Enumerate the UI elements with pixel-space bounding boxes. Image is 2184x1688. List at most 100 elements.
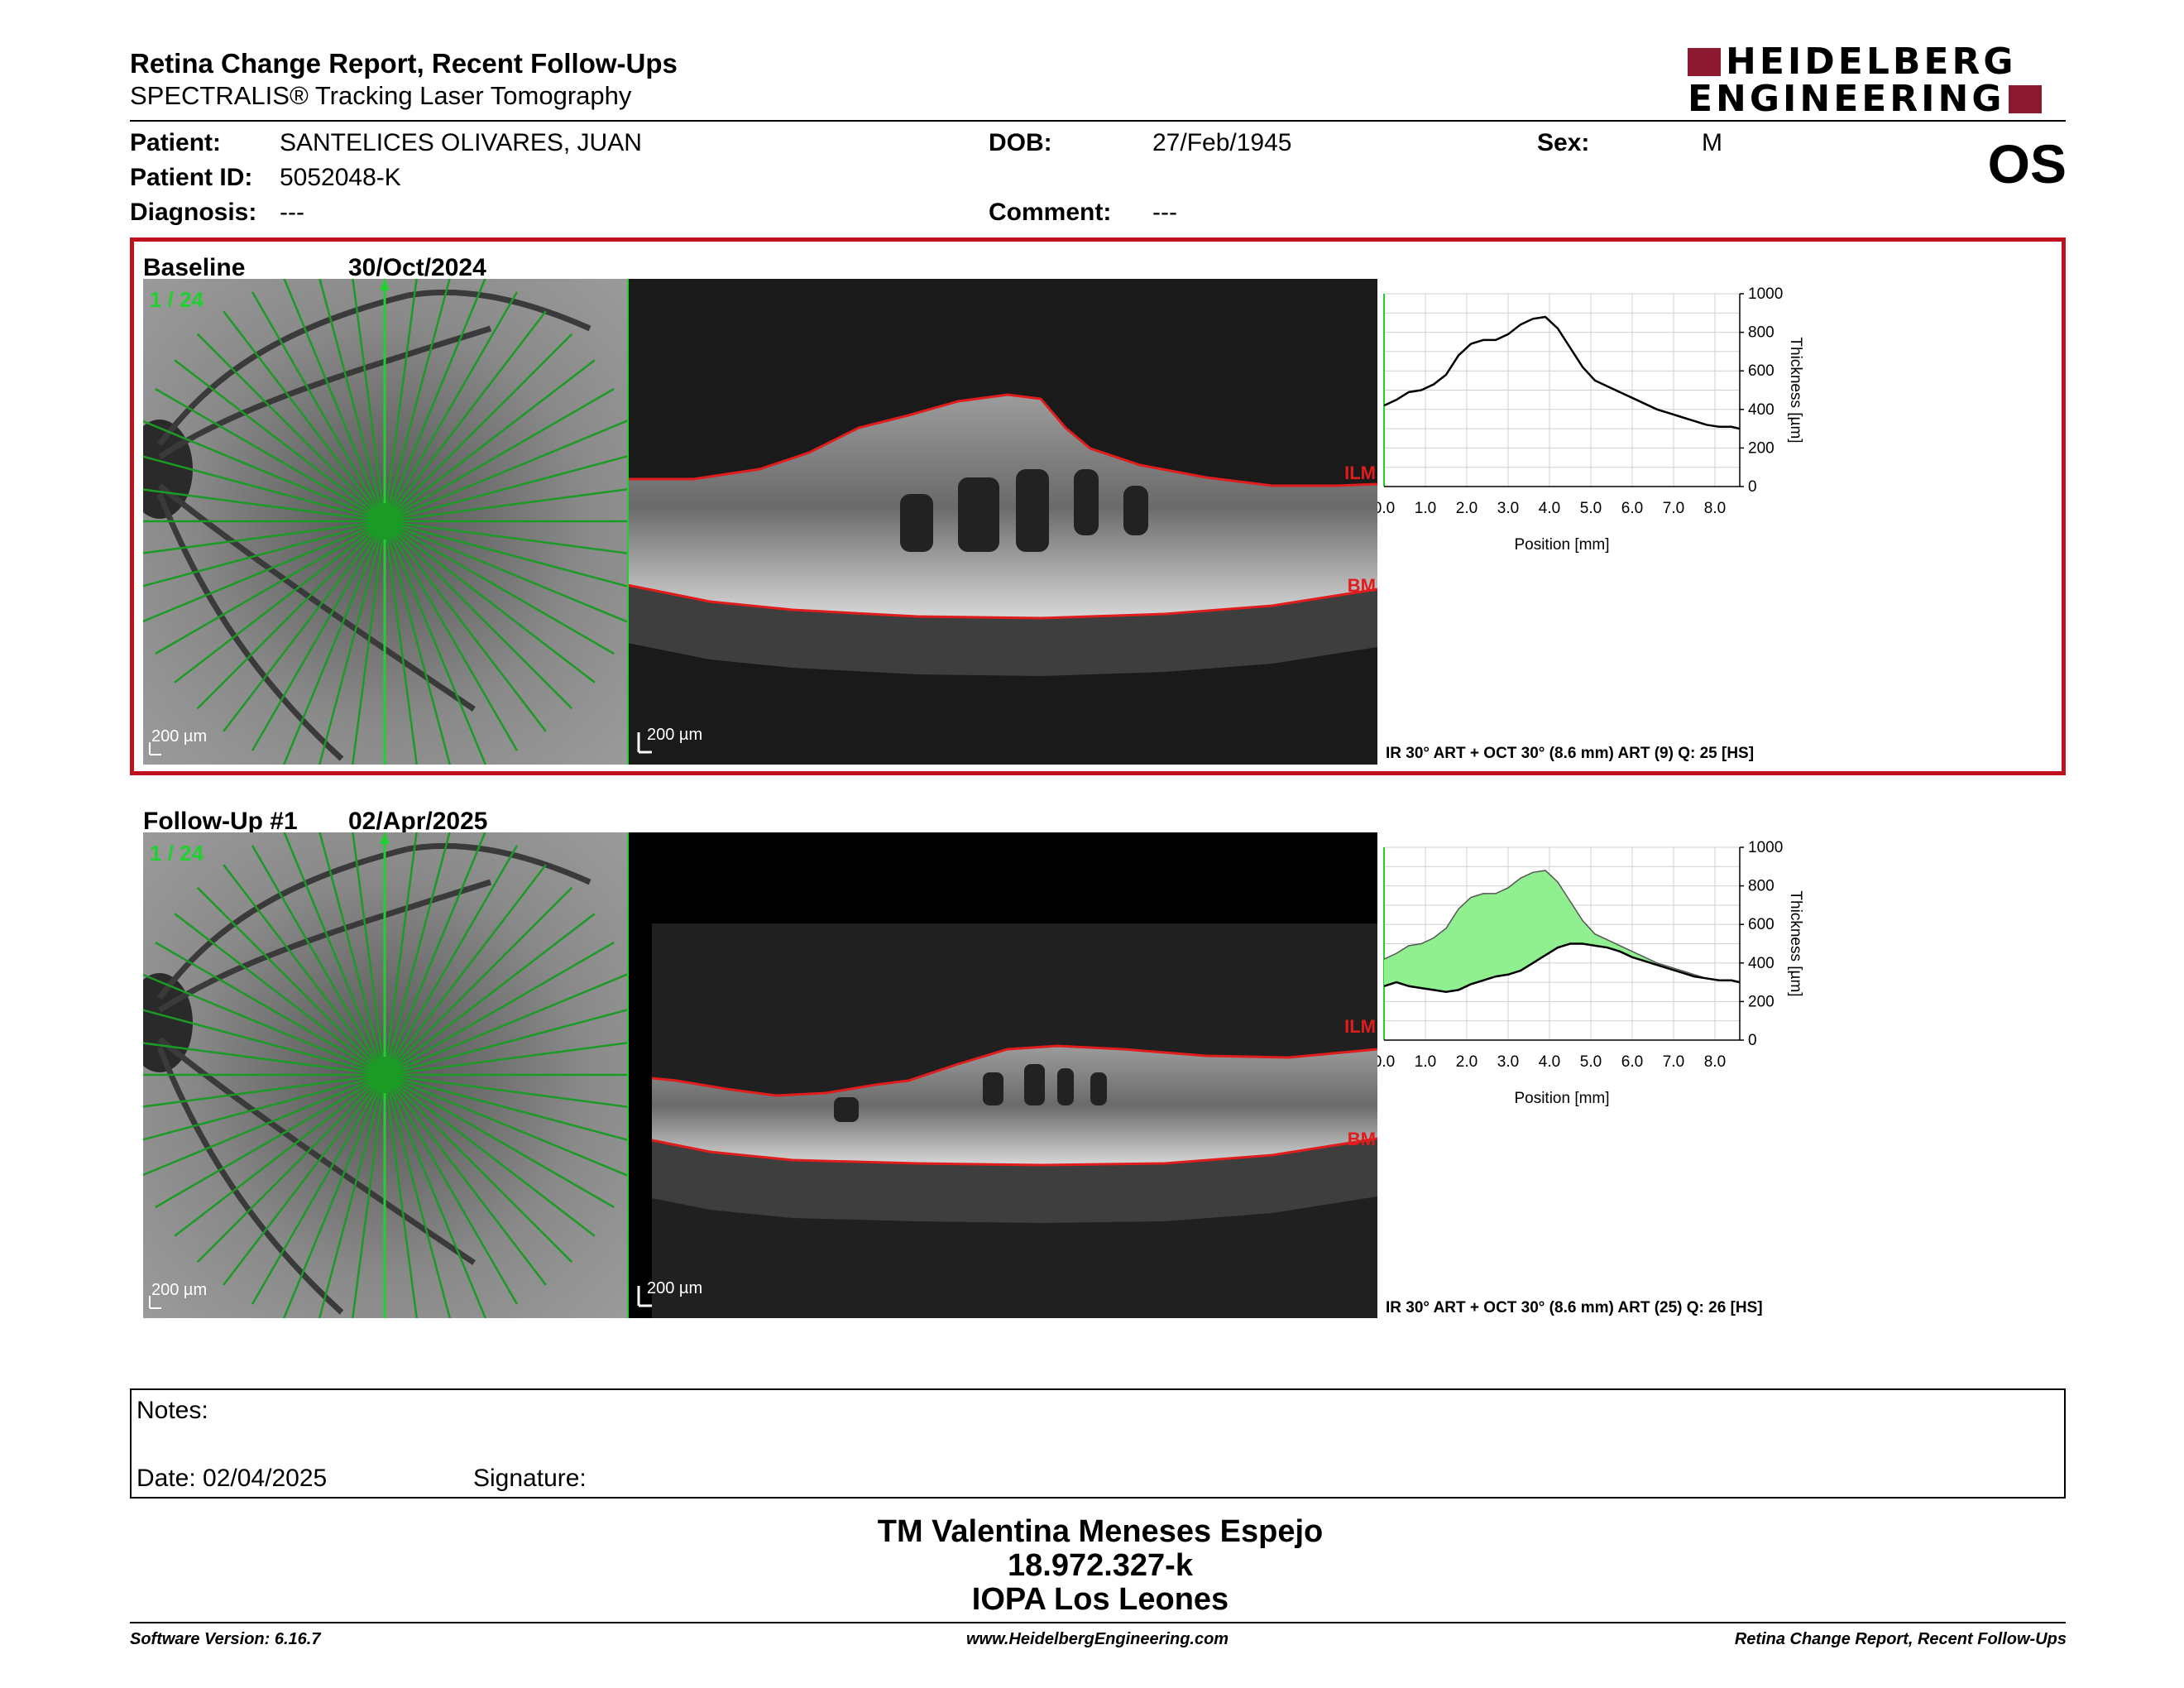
- eye-indicator: OS: [1987, 133, 2067, 194]
- signer-institution: IOPA Los Leones: [971, 1582, 1229, 1617]
- fluid-cyst: [900, 494, 933, 552]
- x-tick-label: 3.0: [1497, 500, 1519, 517]
- baseline-label: Baseline: [143, 254, 246, 281]
- choroid: [627, 585, 1377, 676]
- notes-date: Date: 02/04/2025: [136, 1465, 328, 1492]
- x-axis-label: Position [mm]: [1514, 1090, 1609, 1107]
- retinal-vessel: [156, 492, 344, 761]
- x-tick-label: 8.0: [1704, 1053, 1726, 1071]
- notes-label: Notes:: [136, 1397, 208, 1424]
- sex-label: Sex:: [1537, 129, 1590, 156]
- comment-label: Comment:: [989, 199, 1112, 226]
- y-tick-label: 0: [1748, 478, 1757, 496]
- baseline-thickness-plot: 0.0 1.0 2.0 3.0 4.0 5.0 6.0 7.0 8.0 0 200 400 600 800…: [1377, 285, 1804, 554]
- x-tick-label: 2.0: [1456, 500, 1478, 517]
- y-tick-label: 200: [1748, 439, 1774, 457]
- report-title: Retina Change Report, Recent Follow-Ups: [130, 48, 678, 79]
- y-axis-label: Thickness [µm]: [1787, 337, 1804, 443]
- x-tick-label: 0.0: [1377, 1053, 1395, 1071]
- baseline-oct-scale: 200 µm: [647, 726, 703, 744]
- baseline-frame: [130, 237, 2066, 775]
- x-axis-label: Position [mm]: [1514, 536, 1609, 554]
- footer-website: www.HeidelbergEngineering.com: [966, 1630, 1229, 1648]
- y-tick-label: 600: [1748, 362, 1774, 380]
- header-rule: [130, 120, 2066, 122]
- footer-report-name: Retina Change Report, Recent Follow-Ups: [1734, 1630, 2067, 1648]
- comment-value: ---: [1152, 199, 1177, 226]
- baseline-ilm-label: ILM: [1344, 463, 1376, 483]
- scan-direction-arrow-icon: [380, 279, 390, 290]
- baseline-oct-bscan: ILM BM 200 µm: [627, 279, 1377, 765]
- scan-direction-arrow-icon: [380, 832, 390, 844]
- fluid-cyst: [1090, 1072, 1107, 1105]
- y-axis-label: Thickness [µm]: [1787, 890, 1804, 996]
- patient-label: Patient:: [130, 129, 222, 156]
- retinal-vessel: [157, 483, 476, 712]
- choroid: [652, 1139, 1377, 1223]
- diagnosis-label: Diagnosis:: [130, 199, 257, 226]
- retinal-vessel: [407, 842, 592, 885]
- fluid-cyst: [1057, 1068, 1074, 1105]
- x-tick-label: 1.0: [1415, 500, 1436, 517]
- baseline-thickness-line: [1383, 870, 1741, 983]
- retinal-vessel: [156, 1046, 344, 1315]
- thickness-change-area: [1384, 870, 1740, 992]
- y-tick-label: 400: [1748, 401, 1774, 419]
- y-tick-label: 0: [1748, 1032, 1757, 1049]
- followup-fundus-scale: 200 µm: [151, 1281, 208, 1299]
- heidelberg-logo: HEIDELBERG: [1688, 41, 2017, 83]
- scale-bar-icon: [149, 1296, 161, 1309]
- followup-thickness-line: [1383, 942, 1741, 994]
- followup-bm-label: BM: [1347, 1129, 1376, 1149]
- baseline-bm-label: BM: [1347, 575, 1376, 596]
- y-tick-label: 1000: [1748, 285, 1783, 303]
- x-tick-label: 4.0: [1539, 1053, 1560, 1071]
- y-tick-label: 800: [1748, 878, 1774, 895]
- patient-value: SANTELICES OLIVARES, JUAN: [280, 129, 642, 156]
- sex-value: M: [1702, 129, 1722, 156]
- baseline-date: 30/Oct/2024: [348, 254, 486, 281]
- x-tick-label: 5.0: [1580, 1053, 1602, 1071]
- scan-center: [366, 503, 403, 539]
- followup-oct-scale: 200 µm: [647, 1279, 703, 1297]
- baseline-scan-info: IR 30° ART + OCT 30° (8.6 mm) ART (9) Q:…: [1386, 745, 1755, 762]
- baseline-fundus-graphic: [143, 279, 627, 765]
- fluid-cyst: [834, 1097, 859, 1122]
- x-tick-label: 6.0: [1621, 1053, 1643, 1071]
- y-tick-label: 800: [1748, 324, 1774, 342]
- footer-software-version: Software Version: 6.16.7: [130, 1630, 321, 1648]
- followup-fundus-graphic: [143, 832, 627, 1318]
- baseline-thickness-chart: 0.0 1.0 2.0 3.0 4.0 5.0 6.0 7.0 8.0 0 200 400 600 800…: [1377, 281, 1841, 563]
- baseline-oct-graphic: [627, 279, 1377, 765]
- retinal-vessel: [157, 292, 409, 447]
- retina-tissue: [627, 395, 1377, 618]
- y-tick-label: 200: [1748, 993, 1774, 1010]
- x-tick-label: 7.0: [1663, 500, 1684, 517]
- notes-signature-label: Signature:: [473, 1465, 587, 1492]
- followup-date: 02/Apr/2025: [348, 808, 488, 835]
- retinal-vessel: [157, 1037, 476, 1265]
- ilm-segmentation-line: [651, 1044, 1377, 1097]
- logo-line-2: ENGINEERING: [1688, 78, 2005, 120]
- baseline-fundus-scale: 200 µm: [151, 727, 208, 746]
- baseline-scan-index: 1 / 24: [150, 287, 204, 312]
- followup-fundus-image: 1 / 24 200 µm: [143, 832, 627, 1318]
- baseline-fundus-image: 1 / 24 200 µm: [143, 279, 627, 765]
- bm-segmentation-line: [627, 583, 1377, 620]
- x-tick-label: 3.0: [1497, 1053, 1519, 1071]
- patient-id-value: 5052048-K: [280, 164, 401, 191]
- x-tick-label: 5.0: [1580, 500, 1602, 517]
- y-tick-label: 1000: [1748, 839, 1783, 856]
- followup-scan-info: IR 30° ART + OCT 30° (8.6 mm) ART (25) Q…: [1386, 1299, 1763, 1316]
- signer-name: TM Valentina Meneses Espejo: [877, 1514, 1324, 1549]
- diagnosis-value: ---: [280, 199, 304, 226]
- followup-scan-index: 1 / 24: [150, 841, 204, 866]
- patient-id-label: Patient ID:: [130, 164, 253, 191]
- scale-bar-icon: [149, 742, 161, 755]
- logo-line-1: HEIDELBERG: [1726, 41, 2017, 83]
- x-tick-label: 8.0: [1704, 500, 1726, 517]
- dob-label: DOB:: [989, 129, 1052, 156]
- retina-tissue: [652, 1046, 1377, 1165]
- footer-rule: [130, 1622, 2066, 1623]
- dob-value: 27/Feb/1945: [1152, 129, 1292, 156]
